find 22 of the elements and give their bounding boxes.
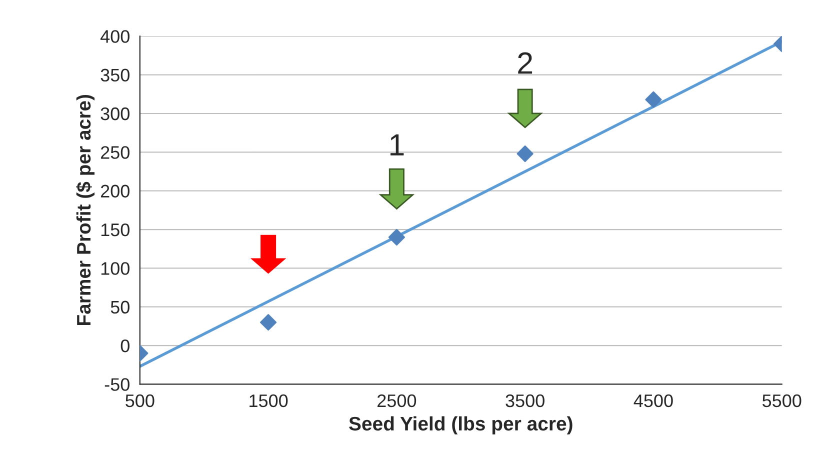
y-tick-label: 200: [100, 184, 130, 198]
y-tick-label: 300: [100, 107, 130, 120]
y-tick-label: 50: [110, 300, 130, 314]
y-axis-title: Farmer Profit ($ per acre): [76, 94, 95, 326]
y-tick-label: 250: [100, 146, 130, 159]
y-tick-label: 400: [100, 30, 130, 43]
x-tick-label: 1500: [250, 394, 288, 408]
y-tick-label: 100: [101, 262, 130, 275]
x-tick-label: 4500: [634, 394, 673, 408]
x-tick-label: 3500: [506, 394, 544, 408]
annotation: 2: [518, 52, 532, 74]
y-tick-label: 0: [120, 339, 130, 352]
x-tick-label: 5500: [762, 394, 802, 408]
annotation: 1: [390, 134, 404, 156]
point: [516, 145, 534, 162]
x-axis-title: Seed Yield (lbs per acre): [349, 416, 572, 434]
x-tick-label: 500: [126, 394, 154, 408]
y-tick-label: 150: [101, 223, 130, 236]
point: [388, 228, 405, 246]
y-tick-label: 350: [100, 68, 130, 82]
x-tick-label: 2500: [378, 394, 416, 408]
y-tick-label: -50: [104, 378, 130, 391]
